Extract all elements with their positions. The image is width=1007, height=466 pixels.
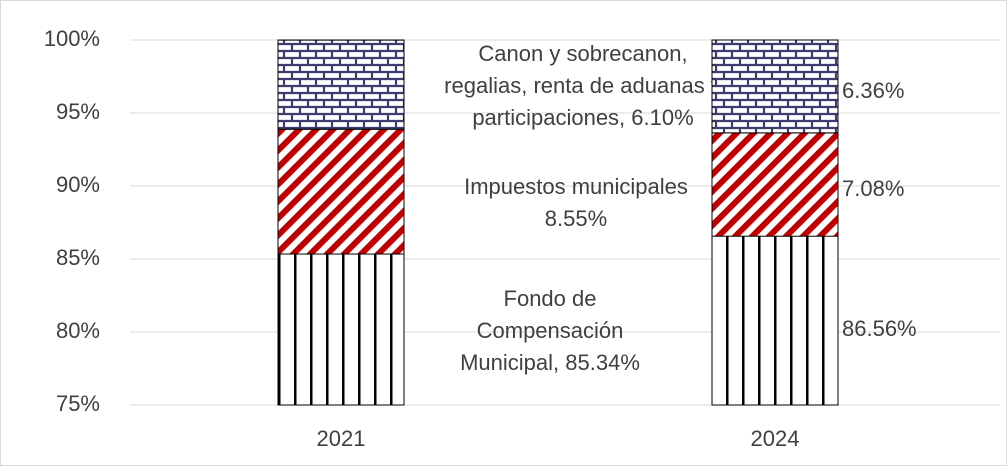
y-tick-label: 100% (44, 26, 100, 51)
data-label: 6.36% (842, 78, 904, 103)
data-label: Canon y sobrecanon, regalias, renta de ad… (444, 41, 722, 130)
y-tick-label: 95% (56, 99, 100, 124)
x-tick-label: 2021 (317, 426, 366, 451)
data-label: Fondo de Compensación Municipal, 85.34% (460, 286, 640, 375)
y-tick-label: 75% (56, 391, 100, 416)
y-tick-label: 85% (56, 245, 100, 270)
data-label: 86.56% (842, 316, 917, 341)
bar-segment (711, 39, 839, 134)
y-tick-label: 80% (56, 318, 100, 343)
bar-segment (277, 39, 405, 130)
bar-segment (711, 132, 839, 237)
bar-segment (277, 128, 405, 255)
x-tick-label: 2024 (751, 426, 800, 451)
data-label: Impuestos municipales 8.55% (464, 174, 688, 231)
data-label: 7.08% (842, 176, 904, 201)
y-tick-label: 90% (56, 172, 100, 197)
